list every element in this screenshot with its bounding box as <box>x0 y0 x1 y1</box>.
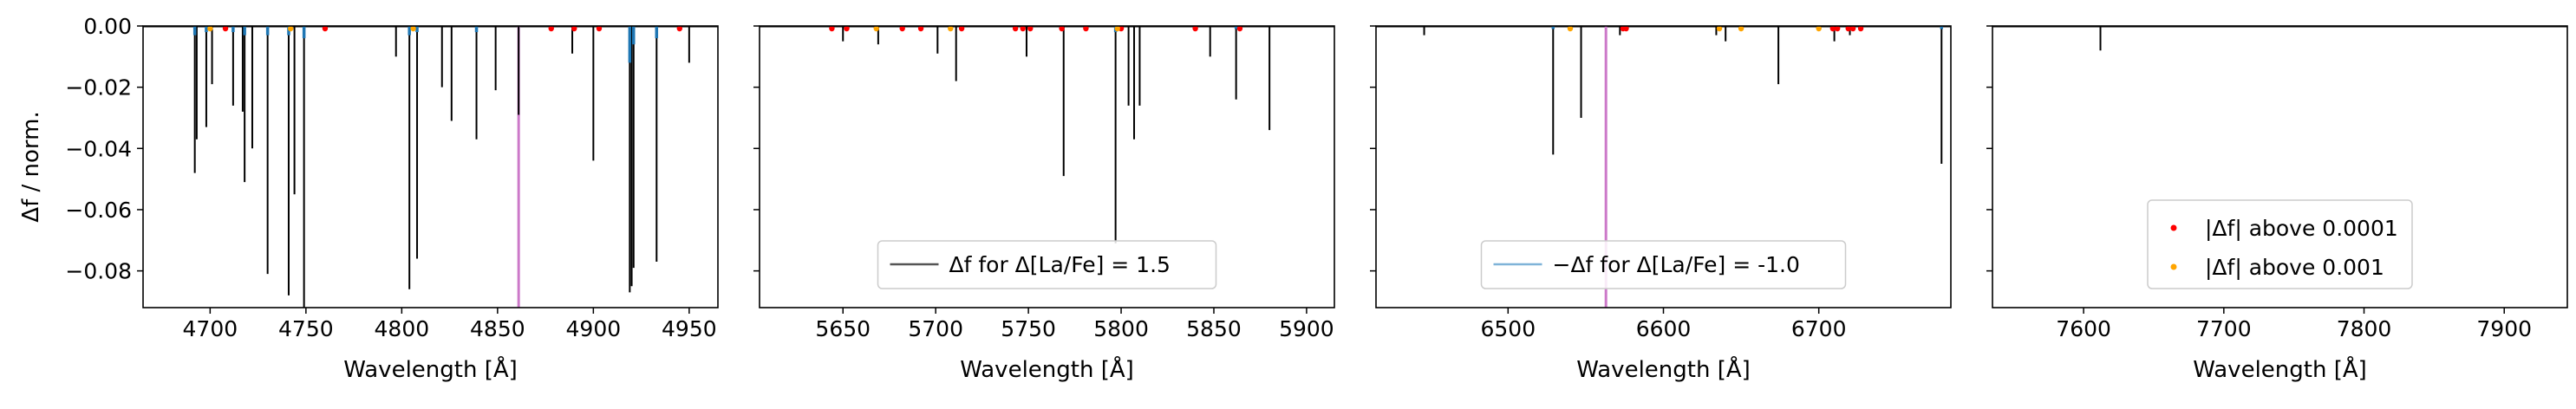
panel-2: 5650 5700 5750 5800 5850 5900 Wavelength [Å] Δf… <box>753 25 1335 383</box>
marker-above-001 <box>948 25 954 32</box>
y-tick-label: −0.06 <box>65 198 132 223</box>
marker-above-0001 <box>1083 25 1089 32</box>
marker-above-001 <box>287 25 294 32</box>
x-tick-label: 4700 <box>183 316 238 341</box>
marker-above-0001 <box>1020 25 1026 32</box>
x-tick-label: 5750 <box>1001 316 1056 341</box>
marker-above-0001 <box>1059 25 1065 32</box>
x-tick-label: 5850 <box>1186 316 1242 341</box>
legend: −Δf for Δ[La/Fe] = -1.0 <box>1480 240 1847 289</box>
marker-above-0001 <box>844 25 850 32</box>
marker-above-0001 <box>322 25 329 32</box>
x-tick-label: 4900 <box>566 316 622 341</box>
marker-above-001 <box>873 25 879 32</box>
marker-above-0001 <box>1027 25 1034 32</box>
marker-above-0001 <box>676 25 682 32</box>
marker-above-0001 <box>958 25 965 32</box>
marker-above-0001 <box>1857 25 1864 32</box>
panel-3: 6500 6600 6700 Wavelength [Å] −Δf for Δ[La/F… <box>1370 25 1952 383</box>
legend-box <box>1480 240 1847 289</box>
marker-above-0001 <box>899 25 905 32</box>
y-tick-label: −0.04 <box>65 136 132 161</box>
x-tick-label: 4750 <box>278 316 334 341</box>
x-tick-label: 7900 <box>2476 316 2532 341</box>
marker-above-001 <box>1114 25 1120 32</box>
marker-above-001 <box>1567 25 1574 32</box>
legend: |Δf| above 0.0001 |Δf| above 0.001 <box>2147 199 2413 289</box>
x-axis-label: Wavelength [Å] <box>1576 355 1751 383</box>
x-tick-label: 5900 <box>1279 316 1334 341</box>
marker-above-0001 <box>1236 25 1243 32</box>
axes-frame <box>142 25 719 308</box>
panel-4: 7600 7700 7800 7900 Wavelength [Å] |Δf| above… <box>1986 25 2568 383</box>
x-tick-label: 7800 <box>2337 316 2392 341</box>
x-tick-label: 4850 <box>470 316 525 341</box>
marker-above-0001 <box>1829 25 1836 32</box>
legend-box <box>877 240 1217 289</box>
x-tick-label: 5650 <box>815 316 871 341</box>
x-tick-label: 4800 <box>375 316 430 341</box>
x-tick-label: 6700 <box>1791 316 1847 341</box>
marker-above-001 <box>1716 25 1723 32</box>
legend: Δf for Δ[La/Fe] = 1.5 <box>877 240 1217 289</box>
legend-marker <box>2170 263 2177 270</box>
marker-above-0001 <box>1623 25 1629 32</box>
x-tick-label: 7600 <box>2056 316 2111 341</box>
x-axis-label: Wavelength [Å] <box>343 355 518 383</box>
legend-entry: |Δf| above 0.0001 <box>2205 216 2398 241</box>
marker-above-0001 <box>1192 25 1198 32</box>
legend-box <box>2147 199 2413 289</box>
marker-above-0001 <box>571 25 577 32</box>
x-tick-label: 5700 <box>908 316 963 341</box>
legend-label: Δf for Δ[La/Fe] = 1.5 <box>949 252 1171 277</box>
y-tick-label: −0.08 <box>65 259 132 284</box>
x-tick-label: 4950 <box>662 316 717 341</box>
x-axis-label: Wavelength [Å] <box>2193 355 2367 383</box>
y-tick-label: −0.02 <box>65 75 132 101</box>
x-tick-label: 6600 <box>1636 316 1692 341</box>
x-tick-label: 6500 <box>1480 316 1536 341</box>
marker-above-0001 <box>222 25 229 32</box>
y-tick-label: 0.00 <box>83 14 132 39</box>
marker-above-001 <box>1816 25 1822 32</box>
marker-above-0001 <box>829 25 835 32</box>
marker-above-0001 <box>1012 25 1019 32</box>
marker-above-0001 <box>596 25 603 32</box>
axes-frame <box>759 25 1335 308</box>
marker-above-0001 <box>1834 25 1841 32</box>
marker-above-001 <box>207 25 213 32</box>
marker-above-001 <box>410 25 416 32</box>
legend-label: −Δf for Δ[La/Fe] = -1.0 <box>1553 252 1800 277</box>
legend-entry: |Δf| above 0.001 <box>2205 255 2384 280</box>
panel-1: 4700 4750 4800 4850 4900 4950 0.00 −0.02 −0.04 −0… <box>18 14 719 383</box>
x-tick-label: 7700 <box>2196 316 2252 341</box>
x-tick-label: 5800 <box>1093 316 1149 341</box>
y-axis-label: Δf / norm. <box>18 111 44 222</box>
legend-marker <box>2170 224 2177 231</box>
marker-above-0001 <box>917 25 924 32</box>
marker-above-0001 <box>548 25 554 32</box>
x-axis-label: Wavelength [Å] <box>960 355 1134 383</box>
marker-above-0001 <box>1849 25 1856 32</box>
marker-above-001 <box>1738 25 1745 32</box>
marker-above-0001 <box>1845 25 1851 32</box>
axes-frame <box>1992 25 2568 308</box>
